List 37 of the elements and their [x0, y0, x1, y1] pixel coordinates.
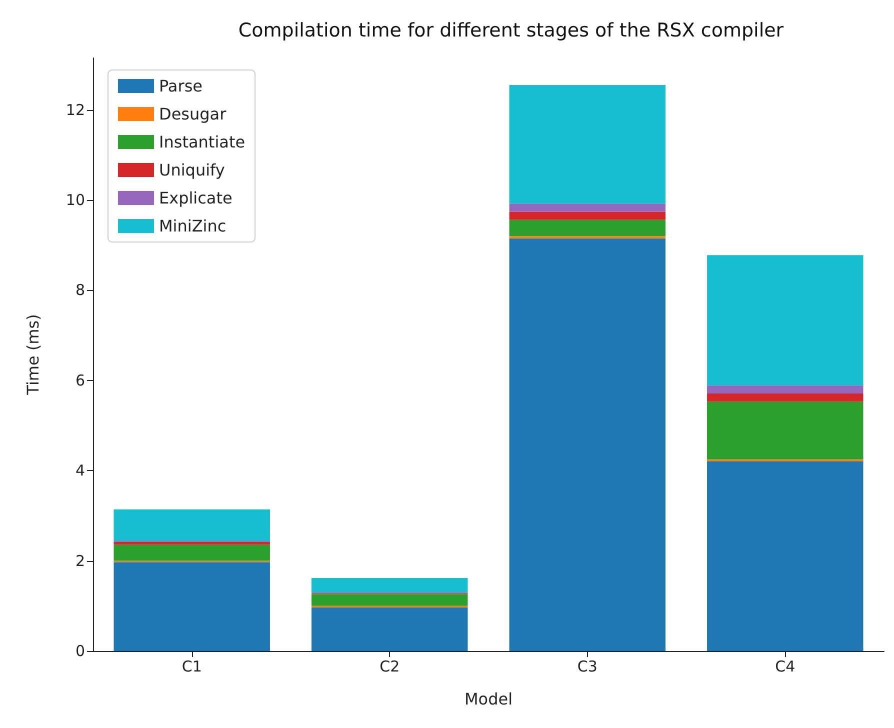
bar [114, 542, 270, 545]
bar [114, 562, 270, 651]
x-tick-label: C4 [775, 658, 796, 676]
bar [114, 544, 270, 561]
legend-label: Desugar [159, 104, 227, 124]
y-tick-label: 6 [75, 371, 85, 390]
x-tick-label: C2 [380, 658, 400, 676]
bar [509, 212, 666, 220]
y-axis-title: Time (ms) [24, 314, 42, 396]
legend-label: MiniZinc [159, 216, 226, 236]
bar [114, 509, 270, 541]
bar [509, 238, 666, 651]
bar [707, 461, 864, 651]
legend-label: Uniquify [159, 160, 225, 180]
x-tick-label: C3 [577, 658, 598, 676]
y-tick-label: 8 [75, 281, 85, 300]
bar [707, 402, 864, 460]
legend-label: Explicate [159, 188, 232, 208]
y-tick-label: 0 [75, 642, 85, 660]
y-tick-label: 4 [75, 462, 85, 480]
bar [312, 578, 468, 592]
y-tick-label: 10 [66, 191, 85, 210]
y-tick-label: 2 [75, 552, 85, 570]
bar [509, 85, 666, 204]
bar [707, 394, 864, 402]
bar [707, 385, 864, 394]
x-tick-label: C1 [182, 658, 202, 676]
bar [312, 607, 468, 651]
bar [312, 594, 468, 606]
bar [509, 220, 666, 236]
bar [509, 204, 666, 212]
chart-title: Compilation time for different stages of the RSX compiler [238, 20, 784, 42]
legend-label: Parse [159, 76, 202, 96]
x-axis-title: Model [464, 690, 513, 708]
legend-label: Instantiate [159, 132, 246, 152]
bar [707, 255, 864, 386]
y-tick-label: 12 [66, 100, 85, 119]
